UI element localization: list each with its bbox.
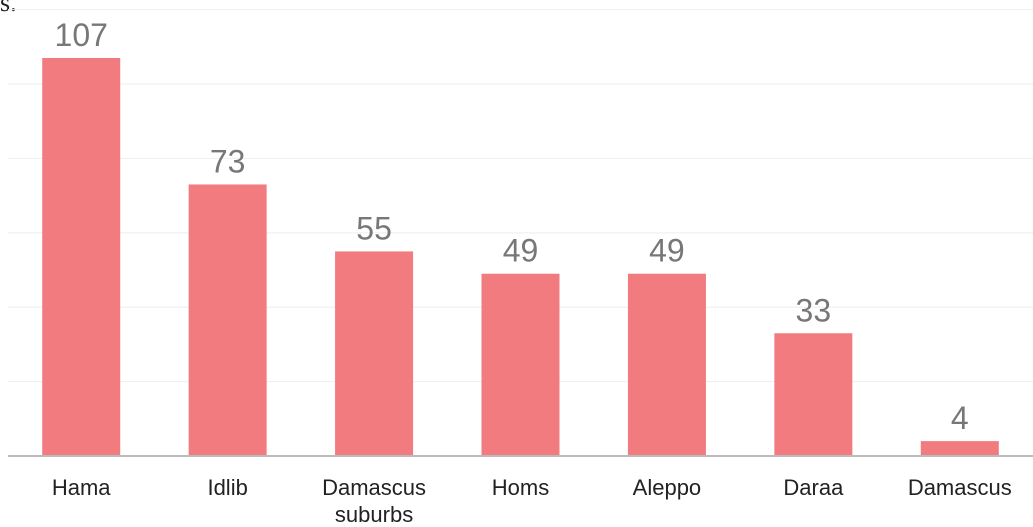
- value-label: 49: [503, 233, 539, 269]
- category-label: Aleppo: [633, 475, 702, 500]
- category-label: Homs: [492, 475, 549, 500]
- bar-hama: [42, 58, 121, 456]
- value-labels: 107 73 55 49 49 33 4: [55, 17, 969, 436]
- bar-aleppo: [627, 273, 706, 456]
- bar-damascus: [920, 441, 999, 456]
- category-label: Damascus: [908, 475, 1012, 500]
- bars: [42, 58, 999, 456]
- bar-daraa: [774, 333, 853, 456]
- value-label: 33: [796, 292, 832, 328]
- bar-idlib: [188, 184, 267, 456]
- value-label: 4: [951, 400, 969, 436]
- value-label: 107: [55, 17, 108, 53]
- category-label: Idlib: [207, 475, 247, 500]
- value-label: 49: [649, 233, 685, 269]
- value-label: 55: [356, 210, 392, 246]
- value-label: 73: [210, 143, 246, 179]
- category-label: Hama: [52, 475, 111, 500]
- category-label: Daraa: [783, 475, 844, 500]
- category-labels: Hama Idlib Damascus suburbs Homs Aleppo Daraa D…: [52, 475, 1012, 527]
- bar-damascus-suburbs: [335, 251, 414, 456]
- category-label: Damascus suburbs: [322, 475, 426, 527]
- bar-homs: [481, 273, 560, 456]
- chart-title-partial: s.: [0, 0, 17, 17]
